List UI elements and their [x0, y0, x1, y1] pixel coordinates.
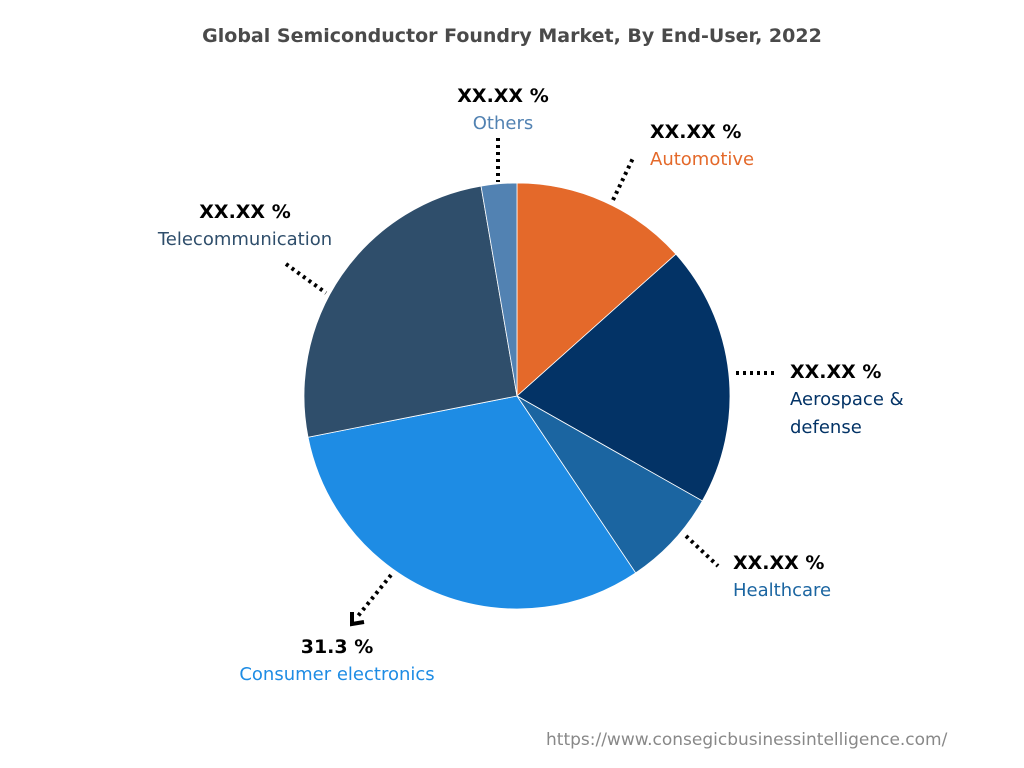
- label-telecommunication: XX.XX % Telecommunication: [150, 198, 340, 254]
- pie-slice-healthcare: [516, 395, 703, 574]
- label-automotive: XX.XX % Automotive: [650, 118, 754, 174]
- leader-line-telecom: [284, 262, 328, 295]
- arrow-head-icon: [350, 612, 365, 627]
- chart-title: Global Semiconductor Foundry Market, By …: [202, 25, 822, 47]
- pie-slice-automotive: [516, 182, 677, 397]
- value-label: XX.XX %: [650, 121, 742, 143]
- watermark-url: https://www.consegicbusinessintelligence…: [546, 730, 948, 750]
- category-label: Healthcare: [733, 580, 832, 601]
- pie-slice-others: [480, 182, 518, 397]
- value-label: XX.XX %: [790, 361, 882, 383]
- category-label: Telecommunication: [157, 229, 333, 250]
- category-label: Automotive: [650, 149, 755, 170]
- category-label: Aerospace & defense: [790, 389, 904, 438]
- value-label: XX.XX %: [457, 85, 549, 107]
- leader-line-automotive: [611, 155, 636, 201]
- label-aerospace: XX.XX % Aerospace & defense: [790, 358, 930, 442]
- pie-slice-aerospace-defense: [516, 253, 731, 502]
- label-healthcare: XX.XX % Healthcare: [733, 549, 831, 605]
- leader-line-healthcare: [684, 534, 720, 568]
- leader-line-consumer: [356, 573, 393, 618]
- value-label: XX.XX %: [199, 201, 291, 223]
- value-label: XX.XX %: [733, 552, 825, 574]
- value-label: 31.3 %: [300, 636, 374, 658]
- category-label: Consumer electronics: [239, 664, 435, 685]
- category-label: Others: [472, 113, 534, 134]
- label-others: XX.XX % Others: [448, 82, 558, 138]
- label-consumer-electronics: 31.3 % Consumer electronics: [232, 633, 442, 689]
- pie-slice-consumer-electronics: [307, 395, 637, 610]
- pie-slice-telecommunication: [303, 185, 518, 438]
